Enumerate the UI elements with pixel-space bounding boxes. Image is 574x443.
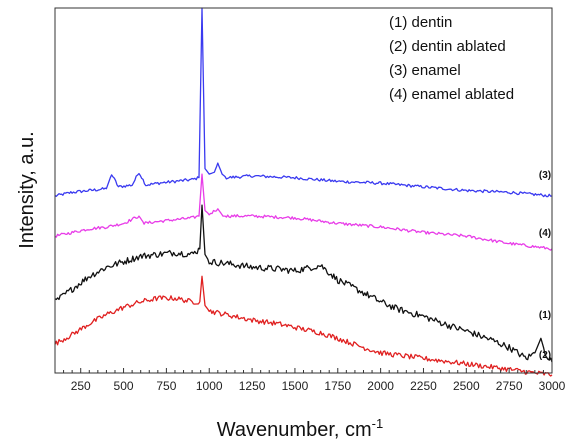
- legend-entry-2: (2) dentin ablated: [389, 38, 506, 55]
- series-line-1: [54, 204, 553, 363]
- y-axis-label: Intensity, a.u.: [16, 131, 38, 248]
- series-layer: [54, 7, 553, 377]
- x-tick-label: 2750: [496, 379, 523, 393]
- x-tick-label: 750: [156, 379, 176, 393]
- series-line-2: [54, 275, 553, 377]
- series-tag-2: (2): [539, 350, 551, 361]
- legend: (1) dentin (2) dentin ablated (3) enamel…: [389, 14, 514, 103]
- legend-entry-3: (3) enamel: [389, 62, 461, 79]
- x-tick-label: 250: [71, 379, 91, 393]
- x-tick-label: 500: [114, 379, 134, 393]
- series-tag-3: (3): [539, 170, 551, 181]
- series-tag-4: (4): [539, 228, 551, 239]
- x-tick-label: 2250: [410, 379, 437, 393]
- legend-entry-1: (1) dentin: [389, 14, 452, 31]
- x-tick-label: 1750: [324, 379, 351, 393]
- ticks-layer: 250 500 750 1000 1250 1500 1750 2000 2250 2500 275…: [63, 368, 566, 393]
- x-tick-label: 3000: [539, 379, 566, 393]
- x-tick-label: 1500: [282, 379, 309, 393]
- x-tick-label: 2500: [453, 379, 480, 393]
- series-tags: (3) (4) (1) (2): [539, 170, 551, 361]
- x-tick-label: 1250: [239, 379, 266, 393]
- series-line-4: [54, 173, 553, 251]
- x-tick-label: 2000: [367, 379, 394, 393]
- x-tick-label: 1000: [196, 379, 223, 393]
- series-tag-1: (1): [539, 310, 551, 321]
- series-line-3: [54, 7, 553, 198]
- legend-entry-4: (4) enamel ablated: [389, 86, 514, 103]
- x-axis-label: Wavenumber, cm-1: [217, 416, 383, 441]
